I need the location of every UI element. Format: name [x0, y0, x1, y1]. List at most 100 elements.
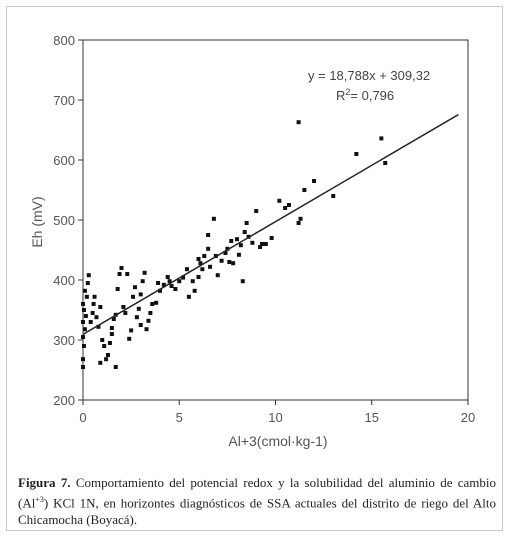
- data-point: [109, 332, 114, 336]
- data-point: [81, 335, 85, 339]
- data-point: [202, 254, 207, 258]
- data-point: [81, 320, 85, 324]
- data-point: [84, 294, 89, 299]
- data-point: [242, 230, 247, 234]
- data-point: [98, 360, 103, 365]
- data-point: [121, 305, 126, 309]
- y-tick-label: 800: [53, 33, 75, 48]
- data-point: [238, 243, 243, 248]
- data-point: [331, 194, 336, 198]
- data-point: [196, 275, 201, 279]
- x-tick-label: 0: [79, 410, 86, 425]
- data-point: [81, 344, 86, 348]
- tick-labels: 200 300 400 500 600 700 800 0 5 10 15 20: [53, 33, 475, 425]
- x-tick-label: 5: [176, 410, 183, 425]
- data-point: [167, 279, 172, 284]
- plot-area-border: [82, 39, 469, 401]
- data-point: [94, 315, 99, 320]
- data-point: [269, 236, 274, 240]
- data-point: [260, 242, 265, 246]
- data-point: [169, 284, 174, 288]
- data-point: [125, 272, 130, 276]
- data-point: [165, 275, 170, 279]
- caption-text: Comportamiento del potencial redox y la …: [18, 475, 496, 511]
- data-point: [215, 273, 220, 278]
- data-point: [186, 294, 191, 299]
- caption-label: Figura 7.: [18, 475, 71, 490]
- trendline-r2: R2= 0,796: [336, 87, 394, 103]
- data-point: [148, 311, 153, 315]
- y-tick-label: 400: [53, 273, 75, 288]
- data-point: [91, 302, 96, 306]
- data-point: [231, 261, 236, 266]
- data-point: [92, 294, 97, 299]
- data-point: [173, 287, 178, 291]
- data-point: [81, 357, 85, 362]
- data-point: [250, 240, 255, 245]
- data-point: [206, 233, 211, 237]
- data-point: [98, 305, 103, 309]
- data-point: [192, 288, 197, 293]
- data-point: [138, 292, 143, 297]
- data-point: [156, 281, 161, 285]
- y-tick-label: 300: [53, 333, 75, 348]
- data-point: [146, 318, 151, 323]
- data-point: [82, 327, 87, 332]
- data-point: [129, 328, 134, 333]
- data-point: [296, 221, 301, 225]
- data-point: [208, 264, 213, 269]
- data-point: [244, 221, 249, 225]
- data-point: [196, 257, 201, 261]
- data-point: [109, 326, 114, 330]
- x-tick-label: 20: [461, 410, 475, 425]
- y-axis-label: Eh (mV): [29, 196, 45, 247]
- data-point: [254, 209, 259, 213]
- data-point: [223, 251, 228, 255]
- figure-caption: Figura 7. Comportamiento del potencial r…: [18, 474, 496, 528]
- data-point: [177, 279, 182, 284]
- data-point: [134, 315, 139, 320]
- data-point: [312, 179, 316, 183]
- data-point: [136, 306, 141, 311]
- data-point: [154, 300, 159, 305]
- data-point: [211, 216, 216, 221]
- data-point: [235, 237, 239, 242]
- data-point: [88, 320, 93, 324]
- data-point: [132, 285, 137, 290]
- data-point: [119, 266, 124, 270]
- data-point: [111, 317, 116, 321]
- data-point: [123, 311, 128, 315]
- data-point: [240, 279, 245, 284]
- data-point: [142, 270, 147, 275]
- scatter-chart: 200 300 400 500 600 700 800 0 5 10 15 20 y = 18,788…: [29, 33, 475, 449]
- data-points: [81, 120, 388, 369]
- data-point: [102, 344, 107, 348]
- data-point: [83, 314, 88, 318]
- caption-superscript: +3: [35, 495, 44, 504]
- y-tick-label: 700: [53, 93, 75, 108]
- data-point: [302, 188, 307, 192]
- data-point: [379, 136, 384, 141]
- data-point: [150, 302, 155, 306]
- data-point: [82, 288, 87, 293]
- data-point: [117, 272, 122, 276]
- data-point: [81, 308, 86, 312]
- data-point: [100, 338, 105, 342]
- data-point: [181, 275, 186, 280]
- data-point: [86, 273, 91, 278]
- data-point: [198, 261, 203, 266]
- data-point: [184, 267, 189, 272]
- data-point: [107, 341, 112, 345]
- data-point: [219, 258, 224, 263]
- y-tick-label: 500: [53, 213, 75, 228]
- figure-frame: [6, 6, 503, 531]
- data-point: [286, 203, 291, 207]
- data-point: [161, 282, 166, 287]
- data-point: [283, 206, 288, 210]
- x-tick-label: 15: [365, 410, 379, 425]
- data-point: [296, 120, 301, 125]
- x-axis-label: Al+3(cmol·kg-1): [228, 433, 327, 449]
- data-point: [113, 365, 118, 369]
- axes: [78, 39, 469, 405]
- data-point: [383, 161, 388, 165]
